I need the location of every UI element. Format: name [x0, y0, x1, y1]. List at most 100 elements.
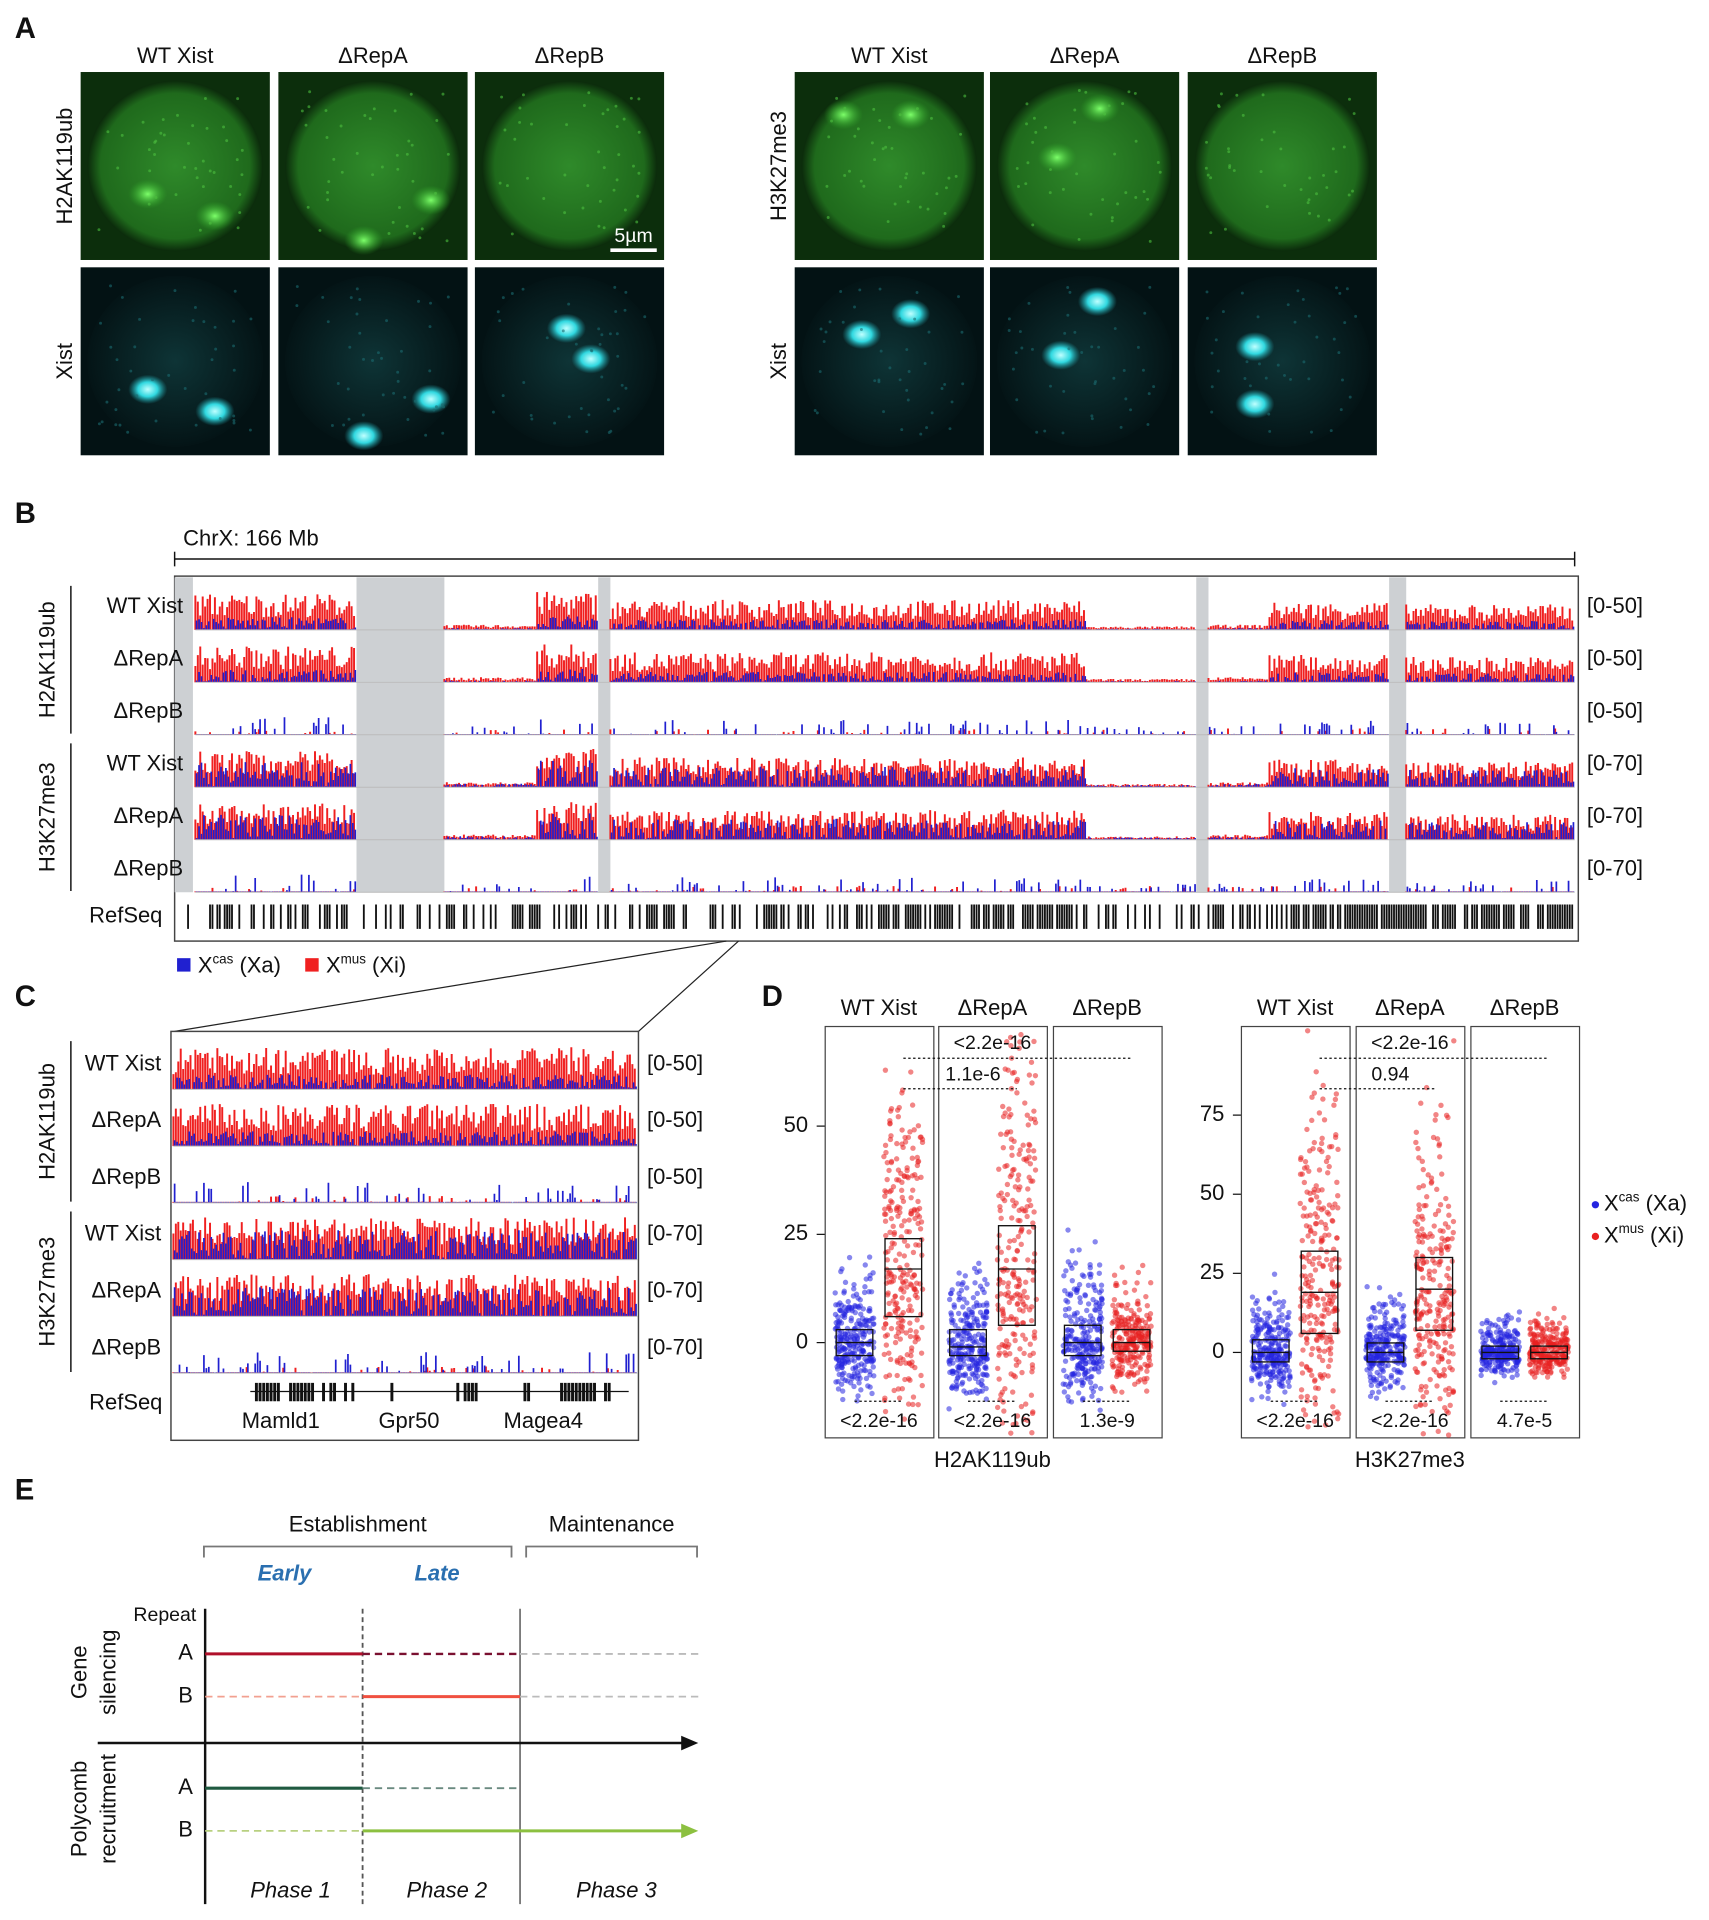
- jitter-point: [1074, 1310, 1080, 1316]
- speckle: [616, 354, 620, 358]
- jitter-point: [1311, 1090, 1317, 1096]
- jitter-point: [855, 1355, 862, 1361]
- jitter-point: [1285, 1314, 1292, 1320]
- jitter-point: [1485, 1332, 1492, 1338]
- signal-xcas: [195, 813, 1575, 840]
- jitter-point: [1321, 1117, 1328, 1123]
- jitter-point: [1314, 1214, 1320, 1220]
- speckle: [324, 109, 328, 113]
- jitter-point: [845, 1298, 851, 1305]
- jitter-point: [888, 1159, 895, 1166]
- repeat-row: B: [178, 1817, 193, 1842]
- speckle: [600, 375, 604, 379]
- jitter-point: [1008, 1430, 1014, 1436]
- jitter-point: [1394, 1321, 1400, 1327]
- speckle: [1097, 345, 1101, 349]
- speckle: [886, 220, 890, 224]
- jitter-point: [970, 1357, 976, 1364]
- jitter-point: [1367, 1371, 1373, 1377]
- speckle: [391, 220, 395, 224]
- jitter-point: [1083, 1333, 1089, 1340]
- jitter-point: [863, 1276, 869, 1282]
- speckle: [815, 411, 819, 415]
- speckle: [1025, 122, 1028, 126]
- legend-swatch: [177, 958, 191, 972]
- speckle: [1302, 360, 1306, 364]
- jitter-point: [1024, 1294, 1030, 1301]
- jitter-point: [863, 1375, 870, 1382]
- jitter-point: [833, 1302, 839, 1308]
- jitter-point: [975, 1323, 981, 1329]
- jitter-point: [1382, 1320, 1388, 1326]
- signal-xmus: [194, 748, 1574, 788]
- jitter-point: [973, 1300, 980, 1306]
- jitter-point: [1432, 1211, 1439, 1218]
- speckle: [1124, 397, 1128, 401]
- jitter-point: [1017, 1039, 1023, 1045]
- jitter-point: [1029, 1080, 1035, 1086]
- track-name: ΔRepB: [114, 698, 184, 723]
- speckle: [635, 220, 639, 224]
- speckle: [542, 197, 546, 200]
- jitter-point: [1257, 1381, 1264, 1387]
- speckle: [306, 205, 310, 209]
- jitter-point: [1132, 1325, 1138, 1332]
- jitter-point: [1144, 1302, 1151, 1309]
- jitter-point: [1307, 1148, 1313, 1154]
- jitter-point: [1032, 1072, 1039, 1079]
- speckle: [1146, 197, 1150, 201]
- jitter-point: [884, 1292, 891, 1298]
- jitter-point: [1096, 1369, 1102, 1375]
- jitter-point: [1021, 1288, 1027, 1295]
- speckle: [153, 140, 157, 144]
- phase-label: Phase 3: [576, 1878, 657, 1903]
- jitter-point: [971, 1339, 978, 1346]
- jitter-point: [1439, 1293, 1445, 1300]
- speckle: [615, 332, 619, 336]
- jitter-point: [1309, 1238, 1316, 1245]
- jitter-point: [1017, 1346, 1023, 1352]
- jitter-point: [899, 1223, 905, 1229]
- speckle: [232, 368, 236, 372]
- jitter-point: [884, 1176, 890, 1183]
- jitter-point: [1327, 1334, 1333, 1340]
- jitter-point: [1505, 1317, 1511, 1323]
- jitter-point: [882, 1218, 889, 1224]
- speckle: [1245, 360, 1249, 364]
- jitter-point: [855, 1393, 861, 1399]
- legend-sup: mus: [341, 951, 367, 966]
- jitter-point: [1062, 1312, 1069, 1319]
- jitter-point: [1300, 1312, 1307, 1319]
- jitter-point: [1264, 1320, 1270, 1327]
- jitter-point: [1377, 1324, 1383, 1330]
- jitter-point: [1018, 1403, 1025, 1410]
- jitter-point: [1445, 1314, 1451, 1320]
- jitter-point: [998, 1249, 1004, 1255]
- speckle: [399, 349, 403, 353]
- facet-header: ΔRepA: [1375, 995, 1445, 1020]
- speckle: [1276, 363, 1280, 367]
- row-label: H2AK119ub: [52, 108, 77, 225]
- jitter-point: [1446, 1350, 1452, 1356]
- column-header: ΔRepB: [1247, 43, 1317, 68]
- jitter-point: [1114, 1282, 1120, 1289]
- speckle: [884, 145, 888, 149]
- panel-label: C: [15, 980, 36, 1013]
- speckle: [598, 199, 602, 203]
- jitter-point: [1092, 1383, 1099, 1389]
- speckle: [210, 358, 214, 362]
- speckle: [824, 330, 828, 334]
- jitter-point: [1096, 1262, 1103, 1268]
- jitter-point: [998, 1392, 1004, 1398]
- jitter-point: [961, 1296, 967, 1302]
- jitter-point: [1017, 1184, 1023, 1190]
- track-range: [0-50]: [1587, 646, 1643, 671]
- jitter-point: [1119, 1264, 1125, 1270]
- jitter-point: [907, 1303, 913, 1309]
- jitter-point: [908, 1210, 914, 1217]
- jitter-point: [1413, 1129, 1420, 1135]
- speckle: [393, 109, 397, 113]
- signal-spot: [1080, 93, 1120, 124]
- speckle: [395, 153, 399, 157]
- speckle: [424, 433, 428, 437]
